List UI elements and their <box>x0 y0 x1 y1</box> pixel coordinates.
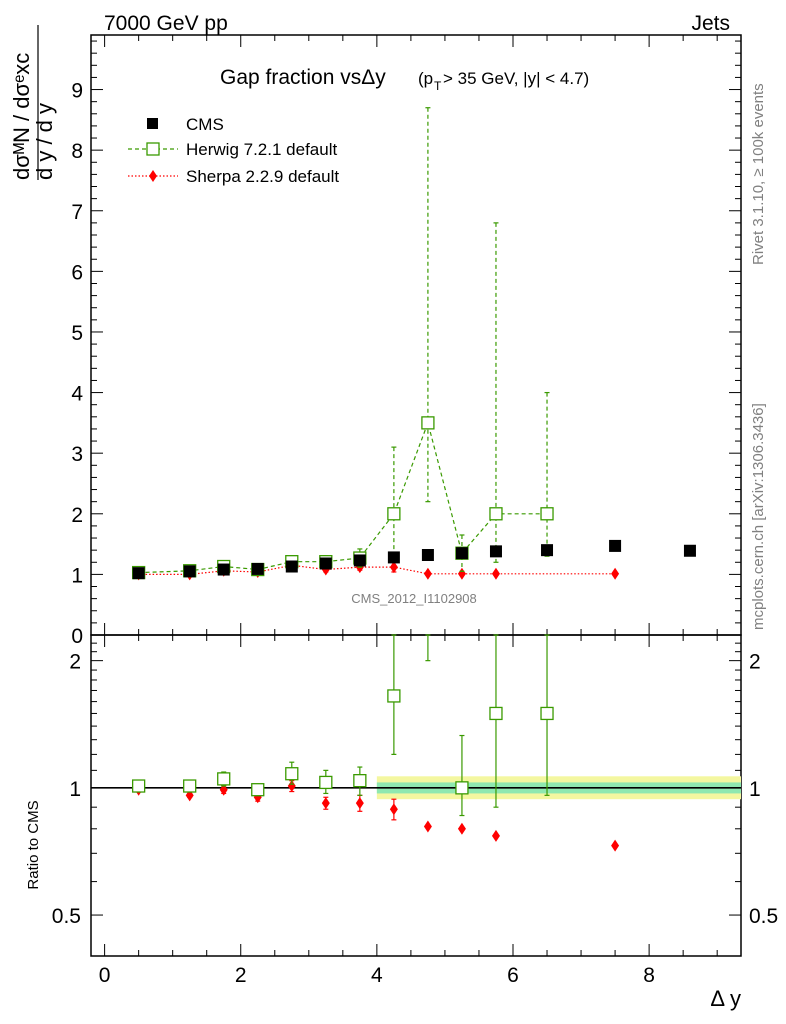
data-point <box>421 549 434 561</box>
data-point <box>455 781 469 795</box>
main-series-sherpa <box>134 559 620 581</box>
data-point <box>183 779 197 793</box>
data-point <box>489 545 502 558</box>
data-point <box>353 774 367 788</box>
data-point <box>540 507 554 521</box>
data-point <box>217 772 231 786</box>
data-point <box>423 820 432 833</box>
main-y-tick-label: 6 <box>71 261 83 284</box>
main-y-tick-label: 7 <box>71 201 83 224</box>
x-tick-label: 2 <box>235 964 247 987</box>
data-point <box>353 554 366 567</box>
data-point <box>489 706 503 721</box>
data-point <box>287 780 296 793</box>
legend-entry-sherpa: Sherpa 2.2.9 default <box>128 167 339 186</box>
main-y-axis-label: dσᴹN / dσᵉxc d y / d y <box>9 25 57 180</box>
legend: CMS Herwig 7.2.1 default Sherpa 2.2.9 de… <box>128 115 339 186</box>
legend-label-sherpa: Sherpa 2.2.9 default <box>186 167 339 186</box>
legend-label-cms: CMS <box>186 115 224 134</box>
ratio-series-herwig <box>131 634 554 817</box>
x-tick-label: 6 <box>507 964 519 987</box>
legend-marker-herwig <box>146 142 160 156</box>
main-y-tick-label: 9 <box>71 80 83 103</box>
ratio-series-layer <box>131 634 620 852</box>
data-point <box>183 565 196 578</box>
data-point <box>683 544 696 557</box>
main-y-tick-label: 3 <box>71 443 83 466</box>
y-label-numerator: dσᴹN / dσᵉxc <box>9 53 34 180</box>
header-right: Jets <box>691 12 730 35</box>
x-tick-label: 8 <box>643 964 655 987</box>
data-point <box>285 560 298 573</box>
header-left: 7000 GeV pp <box>104 12 228 35</box>
data-point <box>457 567 466 580</box>
ratio-y-tick-label-right: 2 <box>749 651 761 674</box>
data-point <box>455 547 468 560</box>
data-point <box>285 767 299 781</box>
data-point <box>611 839 620 852</box>
data-point <box>321 797 330 810</box>
x-tick-label: 0 <box>99 964 111 987</box>
legend-marker-cms <box>147 118 158 129</box>
data-point <box>387 551 400 564</box>
ratio-y-tick-label: 2 <box>69 651 81 674</box>
chart-title-tail: > 35 GeV, |y| < 4.7) <box>443 69 589 88</box>
main-y-tick-label: 4 <box>71 383 83 406</box>
data-point <box>491 567 500 580</box>
data-point <box>611 567 620 580</box>
main-y-tick-label: 1 <box>71 564 83 587</box>
data-point <box>219 783 228 796</box>
ratio-y-tick-label: 0.5 <box>52 905 81 928</box>
legend-marker-sherpa <box>149 170 157 182</box>
mcplots-reference-label: mcplots.cern.ch [arXiv:1306.3436] <box>750 403 767 630</box>
data-point <box>491 829 500 842</box>
data-point <box>423 567 432 580</box>
data-point <box>541 544 554 557</box>
series-line <box>138 420 547 574</box>
legend-entry-cms: CMS <box>147 115 224 134</box>
main-series-layer <box>131 107 696 581</box>
data-point <box>319 775 333 790</box>
data-point <box>251 562 264 575</box>
main-y-tick-label: 8 <box>71 140 83 163</box>
x-tick-label: 4 <box>371 964 383 987</box>
data-point <box>387 689 401 703</box>
data-point <box>457 822 466 835</box>
ratio-axis-ticks: 0.5 0.5 1 1 2 2 <box>52 642 778 957</box>
data-point <box>609 539 622 552</box>
legend-entry-herwig: Herwig 7.2.1 default <box>128 140 337 159</box>
data-point <box>389 803 398 816</box>
data-point <box>251 783 265 797</box>
chart-title-suffix: (p <box>418 69 433 88</box>
chart-title-subscript: T <box>434 79 442 93</box>
ratio-y-tick-label: 1 <box>69 778 81 801</box>
data-point <box>387 507 401 521</box>
data-point <box>355 797 364 810</box>
chart-title-main: Gap fraction vsΔy <box>220 66 386 89</box>
ratio-y-tick-label-right: 0.5 <box>749 905 778 928</box>
data-point <box>131 779 146 793</box>
data-point <box>132 567 145 580</box>
y-label-denominator: d y / d y <box>32 103 57 180</box>
data-point <box>217 563 230 576</box>
data-point <box>489 507 503 521</box>
analysis-watermark: CMS_2012_I1102908 <box>351 591 477 606</box>
legend-label-herwig: Herwig 7.2.1 default <box>186 140 337 159</box>
data-point <box>540 706 554 721</box>
data-point <box>319 557 332 570</box>
ratio-y-tick-label-right: 1 <box>749 778 761 801</box>
ratio-y-label: Ratio to CMS <box>25 800 42 889</box>
main-y-tick-label: 0 <box>71 625 83 648</box>
series-line <box>138 564 616 576</box>
data-point <box>421 416 435 430</box>
main-axis-ticks: 0 1 2 3 4 5 6 7 8 9 0 2 4 6 8 <box>71 35 741 987</box>
rivet-version-label: Rivet 3.1.10, ≥ 100k events <box>750 83 767 265</box>
data-point <box>389 561 398 574</box>
chart-title: Gap fraction vsΔy (p T > 35 GeV, |y| < 4… <box>220 66 589 93</box>
main-y-tick-label: 2 <box>71 504 83 527</box>
x-axis-label: Δ y <box>710 986 741 1011</box>
main-y-tick-label: 5 <box>71 322 83 345</box>
main-series-cms <box>132 539 696 580</box>
